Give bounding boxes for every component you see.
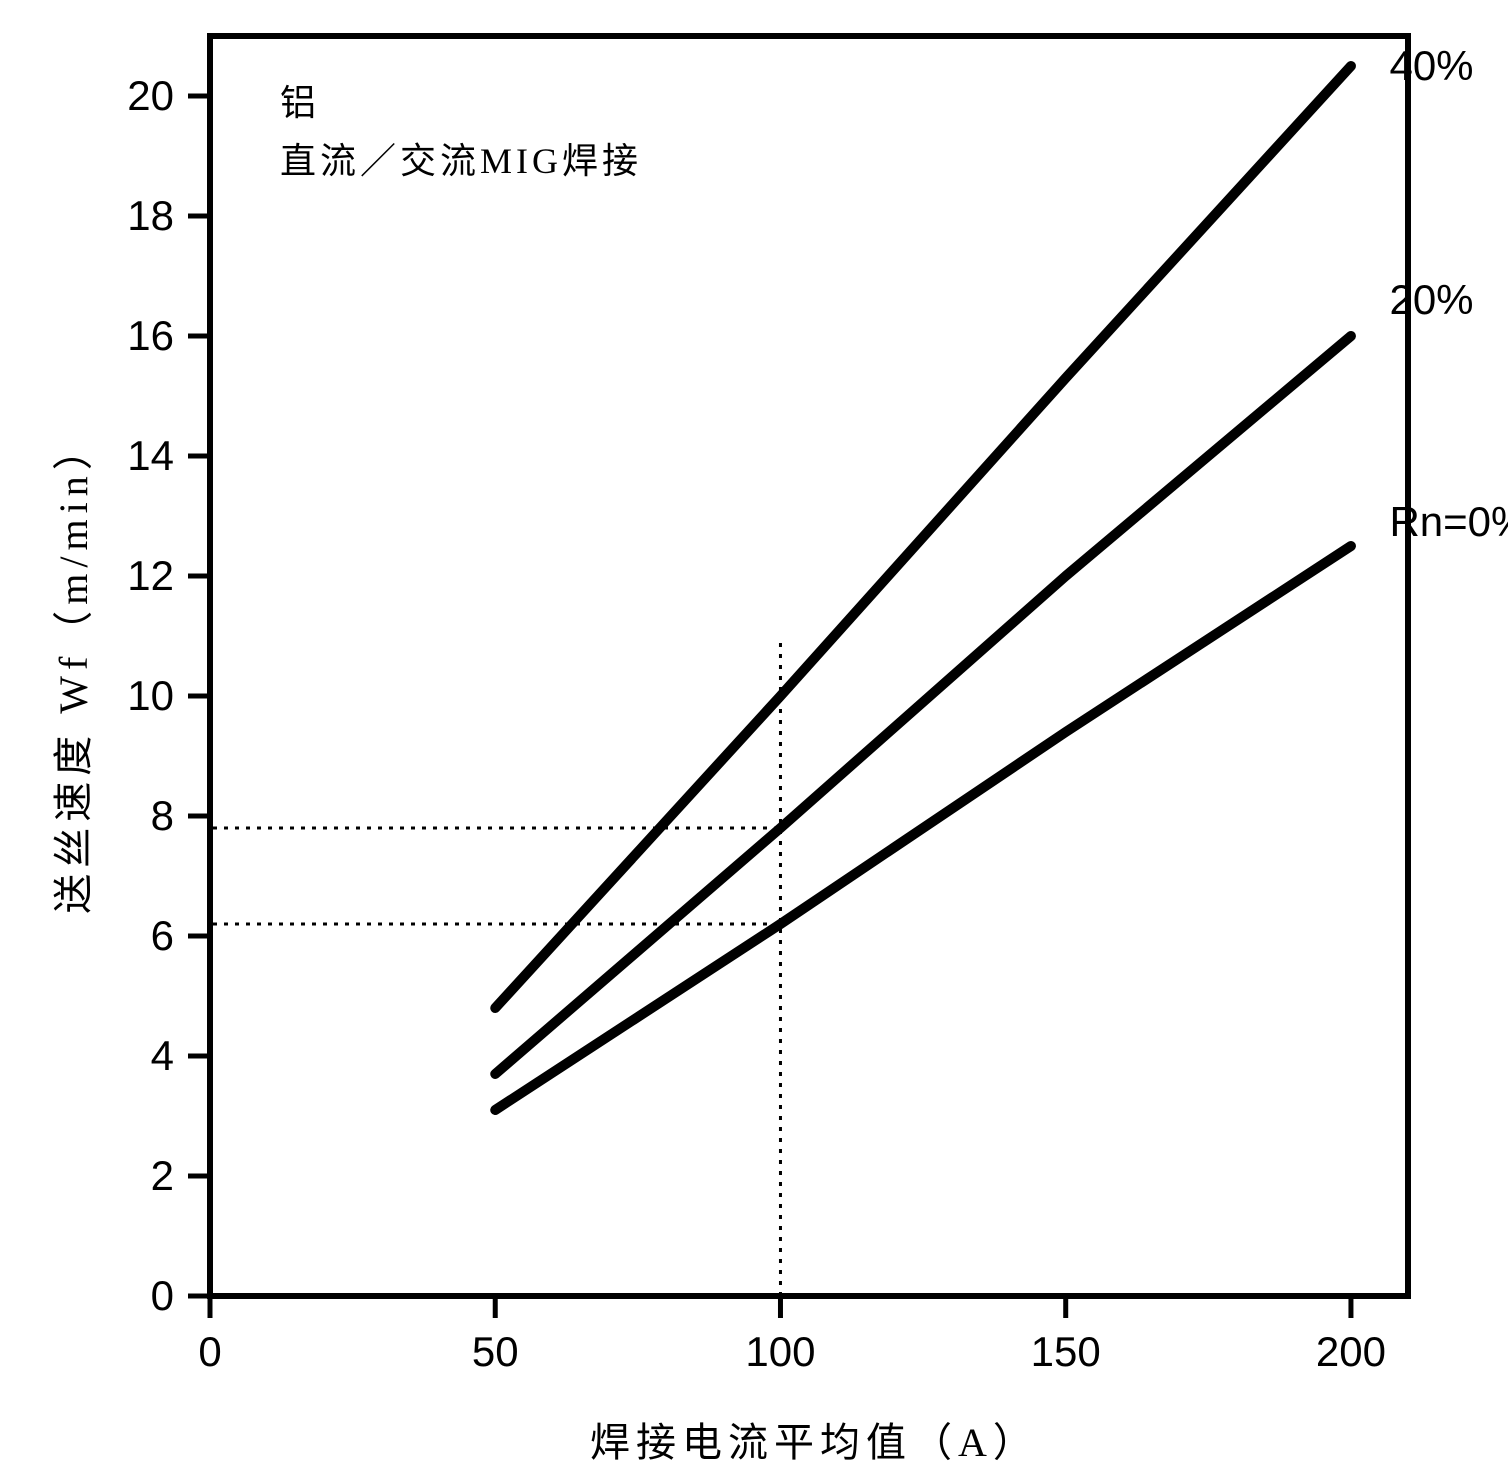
y-tick-label: 12 (127, 552, 174, 599)
x-tick-label: 0 (198, 1328, 221, 1375)
chart-note-line1: 铝 (280, 75, 642, 133)
y-tick-label: 16 (127, 312, 174, 359)
chart-note: 铝 直流／交流MIG焊接 (280, 75, 642, 190)
reference-lines (213, 636, 780, 1296)
y-axis-label: 送丝速度 Wf（m/min） (41, 389, 99, 949)
x-axis-label: 焊接电流平均值（A） (590, 1410, 1039, 1468)
chart-container: 送丝速度 Wf（m/min） 焊接电流平均值（A） 铝 直流／交流MIG焊接 0… (0, 0, 1508, 1480)
y-tick-label: 4 (151, 1032, 174, 1079)
y-tick-label: 20 (127, 72, 174, 119)
x-tick-label: 50 (472, 1328, 519, 1375)
x-tick-label: 100 (745, 1328, 815, 1375)
y-tick-label: 6 (151, 912, 174, 959)
chart-svg: 0 50 100 150 200 0 2 4 6 8 10 12 14 16 18 20 Rn=0% 20% 40… (0, 0, 1508, 1480)
y-tick-label: 0 (151, 1272, 174, 1319)
y-tick-label: 18 (127, 192, 174, 239)
series-label-40%: 40% (1389, 42, 1473, 89)
series-label-Rn=0%: Rn=0% (1389, 498, 1508, 545)
x-tick-label: 150 (1031, 1328, 1101, 1375)
x-tick-label: 200 (1316, 1328, 1386, 1375)
chart-note-line2: 直流／交流MIG焊接 (280, 133, 642, 191)
y-tick-label: 8 (151, 792, 174, 839)
series-lines (495, 66, 1351, 1110)
y-tick-label: 10 (127, 672, 174, 719)
series-line-40% (495, 66, 1351, 1008)
series-label-20%: 20% (1389, 276, 1473, 323)
y-tick-label: 14 (127, 432, 174, 479)
y-tick-label: 2 (151, 1152, 174, 1199)
series-line-20% (495, 336, 1351, 1074)
